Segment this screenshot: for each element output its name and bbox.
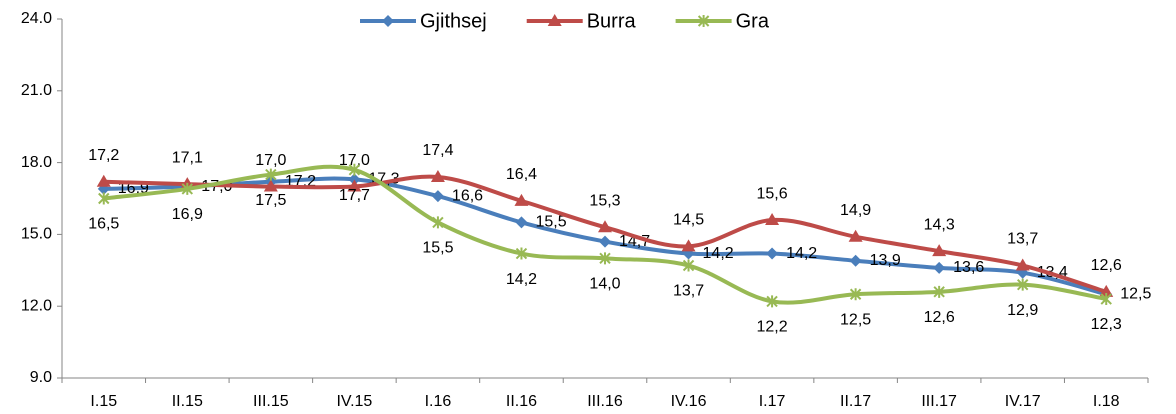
x-tick-label: II.15 [172,393,203,410]
legend-label: Burra [587,10,637,32]
data-label: 15,6 [757,185,788,202]
data-label: 14,2 [786,245,817,262]
marker [1016,278,1029,291]
marker [514,193,529,206]
x-tick-label: IV.15 [336,393,372,410]
x-tick-label: I.18 [1093,393,1120,410]
x-tick-label: III.16 [587,393,623,410]
data-label: 12,3 [1091,316,1122,333]
x-tick-label: III.17 [921,393,957,410]
legend: Gjithsej Burra Gra [360,10,770,32]
marker [347,179,362,192]
y-tick-label: 15.0 [21,226,52,243]
marker [431,190,444,203]
marker [598,220,612,233]
data-label: 13,6 [953,259,984,276]
data-label: 12,6 [1091,257,1122,274]
legend-label: Gjithsej [420,10,487,32]
x-tick-label: III.15 [253,393,289,410]
marker [348,173,361,186]
marker [933,285,945,298]
y-tick-label: 18.0 [21,154,52,171]
data-label: 14,0 [589,276,620,293]
data-label: 14,3 [924,216,955,233]
marker [849,288,862,301]
marker [265,168,277,181]
x-tick-label: I.15 [90,393,117,410]
data-label: 16,4 [506,166,537,183]
marker [515,216,528,229]
data-label: 17,1 [172,149,203,166]
x-tick-label: I.17 [759,393,786,410]
data-label: 12,6 [924,309,955,326]
marker [263,179,278,192]
marker [1099,284,1114,297]
marker [933,261,946,274]
data-label: 16,6 [452,187,483,204]
x-tick-label: II.17 [840,393,871,410]
data-label: 13,9 [870,252,901,269]
marker [382,15,394,27]
marker [932,244,947,257]
data-label: 15,5 [535,214,566,231]
marker [98,192,110,205]
data-label: 17,4 [422,142,453,159]
data-label: 14,9 [840,202,871,219]
marker [515,247,528,260]
x-tick-label: II.16 [506,393,537,410]
marker [348,163,361,176]
data-label: 12,2 [757,319,788,336]
y-tick-label: 24.0 [21,10,52,27]
data-label: 17,0 [255,152,286,169]
data-label: 16,5 [88,216,119,233]
marker [848,229,863,242]
marker [682,259,695,272]
data-label: 13,7 [673,283,704,300]
marker [849,254,862,267]
marker [96,174,111,187]
data-label: 12,5 [1120,285,1151,302]
legend-label: Gra [736,10,770,32]
y-tick-label: 12.0 [21,297,52,314]
marker [430,169,445,182]
data-label: 12,9 [1007,302,1038,319]
marker [765,213,780,226]
x-tick-label: I.16 [425,393,452,410]
data-label: 16,9 [172,206,203,223]
marker [766,295,778,308]
marker [547,14,562,26]
marker [1100,293,1112,306]
data-label: 17,2 [88,147,119,164]
data-label: 12,5 [840,311,871,328]
data-label: 14,2 [506,271,537,288]
x-tick-label: IV.16 [671,393,707,410]
marker [599,235,611,248]
marker [599,252,611,265]
data-label: 15,3 [589,192,620,209]
marker [181,182,194,195]
data-label: 13,7 [1007,231,1038,248]
y-tick-label: 21.0 [21,82,52,99]
data-label: 17,5 [255,192,286,209]
data-label: 14,5 [673,212,704,229]
marker [432,216,444,229]
marker [766,247,779,260]
data-label: 14,2 [703,245,734,262]
marker [681,239,696,252]
marker [697,15,710,27]
data-label: 17,7 [339,187,370,204]
y-tick-label: 9.0 [30,369,52,386]
x-tick-label: IV.17 [1005,393,1041,410]
data-label: 17,0 [339,152,370,169]
marker [1015,258,1030,271]
data-label: 15,5 [422,240,453,257]
